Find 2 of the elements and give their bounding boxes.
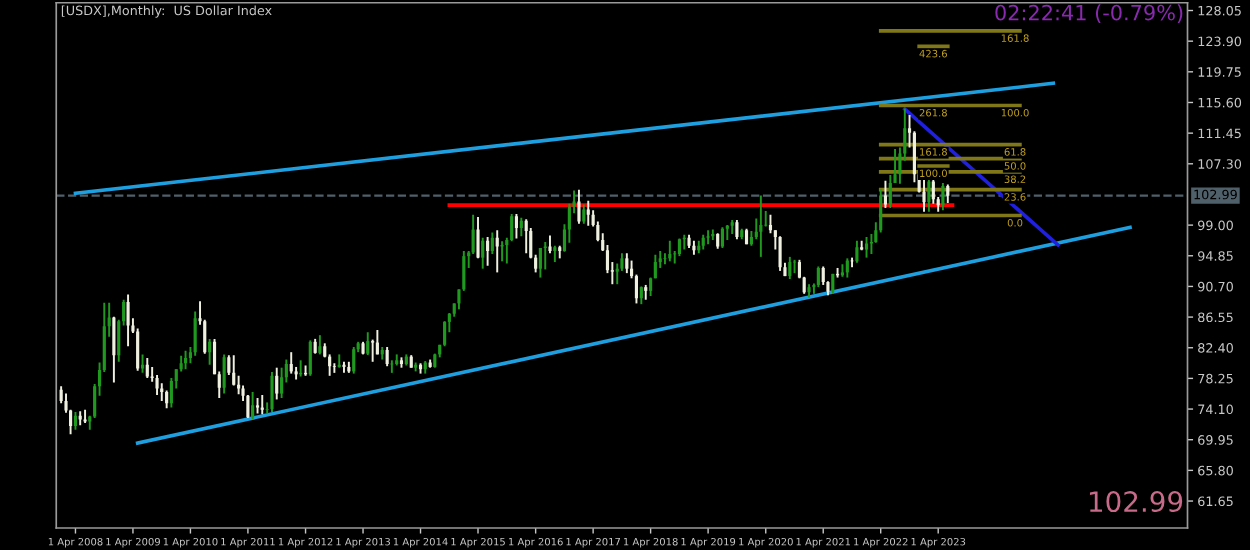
annotation: 02:22:41 (-0.79%) [995, 4, 1183, 23]
annotation: 102.99 [1089, 491, 1183, 513]
